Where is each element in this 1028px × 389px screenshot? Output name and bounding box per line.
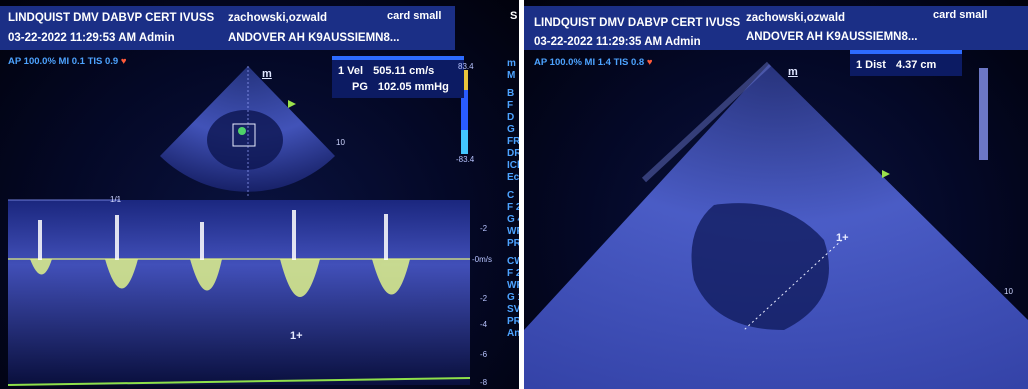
right-probe-marker-icon [882, 170, 890, 178]
right-depth-end: 10 [1004, 287, 1013, 296]
right-caliper-label: 1+ [836, 232, 849, 244]
left-color-scale-top: 83.4 [458, 62, 474, 71]
left-probe-marker-icon [288, 100, 296, 108]
left-status-line: AP 100.0% MI 0.1 TIS 0.9 ♥ [8, 56, 127, 67]
right-status-line: AP 100.0% MI 1.4 TIS 0.8 ♥ [534, 57, 653, 68]
left-preset: card small [387, 10, 442, 22]
right-gray-scale [979, 68, 988, 160]
right-institution: LINDQUIST DMV DABVP CERT IVUSS [534, 17, 741, 29]
right-header-bar [524, 6, 1028, 50]
left-ultrasound-photo: LINDQUIST DMV DABVP CERT IVUSS 03-22-202… [0, 0, 519, 389]
right-ultrasound-photo: LINDQUIST DMV DABVP CERT IVUSS 03-22-202… [524, 0, 1028, 389]
left-color-scale [461, 70, 468, 154]
left-color-box [232, 123, 256, 147]
right-datetime-user: 03-22-2022 11:29:35 AM Admin [534, 36, 701, 48]
right-patient-name: zachowski,ozwald [746, 12, 846, 24]
right-chamber [691, 203, 829, 330]
vel-value: 505.11 cm/s [373, 65, 435, 77]
right-caliper-line [743, 239, 843, 331]
right-m-marker: m [788, 66, 798, 78]
left-caliper-label: 1+ [290, 330, 303, 342]
left-patient-id: ANDOVER AH K9AUSSIEMN8... [228, 32, 400, 44]
left-patient-name: zachowski,ozwald [228, 12, 328, 24]
left-spectral-panel [8, 200, 470, 385]
vel-label: 1 Vel [338, 65, 364, 77]
left-corner-label: S [510, 10, 518, 22]
dist-value: 4.37 cm [895, 59, 937, 71]
pg-label: PG [352, 81, 368, 93]
left-image-svg [7, 66, 471, 386]
left-color-flow [238, 127, 246, 135]
left-institution: LINDQUIST DMV DABVP CERT IVUSS [8, 12, 215, 24]
left-trace-marker: 1/1 [110, 195, 122, 204]
right-measurement-box: 1 Dist 4.37 cm [850, 50, 962, 76]
left-color-scale-bottom: -83.4 [456, 155, 475, 164]
right-image-svg [524, 61, 1028, 389]
left-ecg-trace [7, 377, 471, 386]
left-m-marker: m [262, 68, 272, 80]
heart-icon: ♥ [646, 57, 653, 68]
left-chamber [207, 110, 283, 170]
pg-value: 102.05 mmHg [377, 81, 449, 93]
left-velocity-envelopes [30, 259, 410, 297]
right-preset: card small [933, 9, 988, 21]
left-sector-depth: 10 [336, 138, 345, 147]
left-header-bar [0, 6, 455, 50]
left-side-menu: m M B F D G FR DR ICl Ecl C F 2 G 4 WF P… [507, 58, 519, 339]
dist-label: 1 Dist [856, 59, 886, 71]
heart-icon: ♥ [120, 56, 127, 67]
right-patient-id: ANDOVER AH K9AUSSIEMN8... [746, 31, 918, 43]
left-datetime-user: 03-22-2022 11:29:53 AM Admin [8, 32, 175, 44]
left-measurement-box: 1 Vel 505.11 cm/s PG 102.05 mmHg [332, 56, 464, 98]
